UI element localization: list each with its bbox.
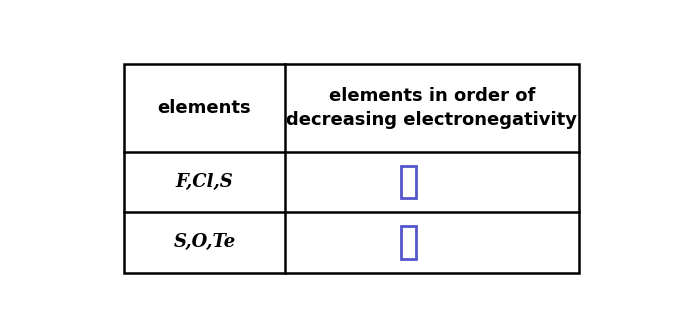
Bar (401, 226, 416, 259)
Bar (401, 166, 416, 198)
Bar (124, 64, 578, 273)
Text: F,Cl,S: F,Cl,S (176, 173, 234, 191)
Text: S,O,Te: S,O,Te (173, 233, 236, 251)
Text: elements: elements (157, 99, 251, 117)
Text: elements in order of
decreasing electronegativity: elements in order of decreasing electron… (286, 87, 577, 129)
